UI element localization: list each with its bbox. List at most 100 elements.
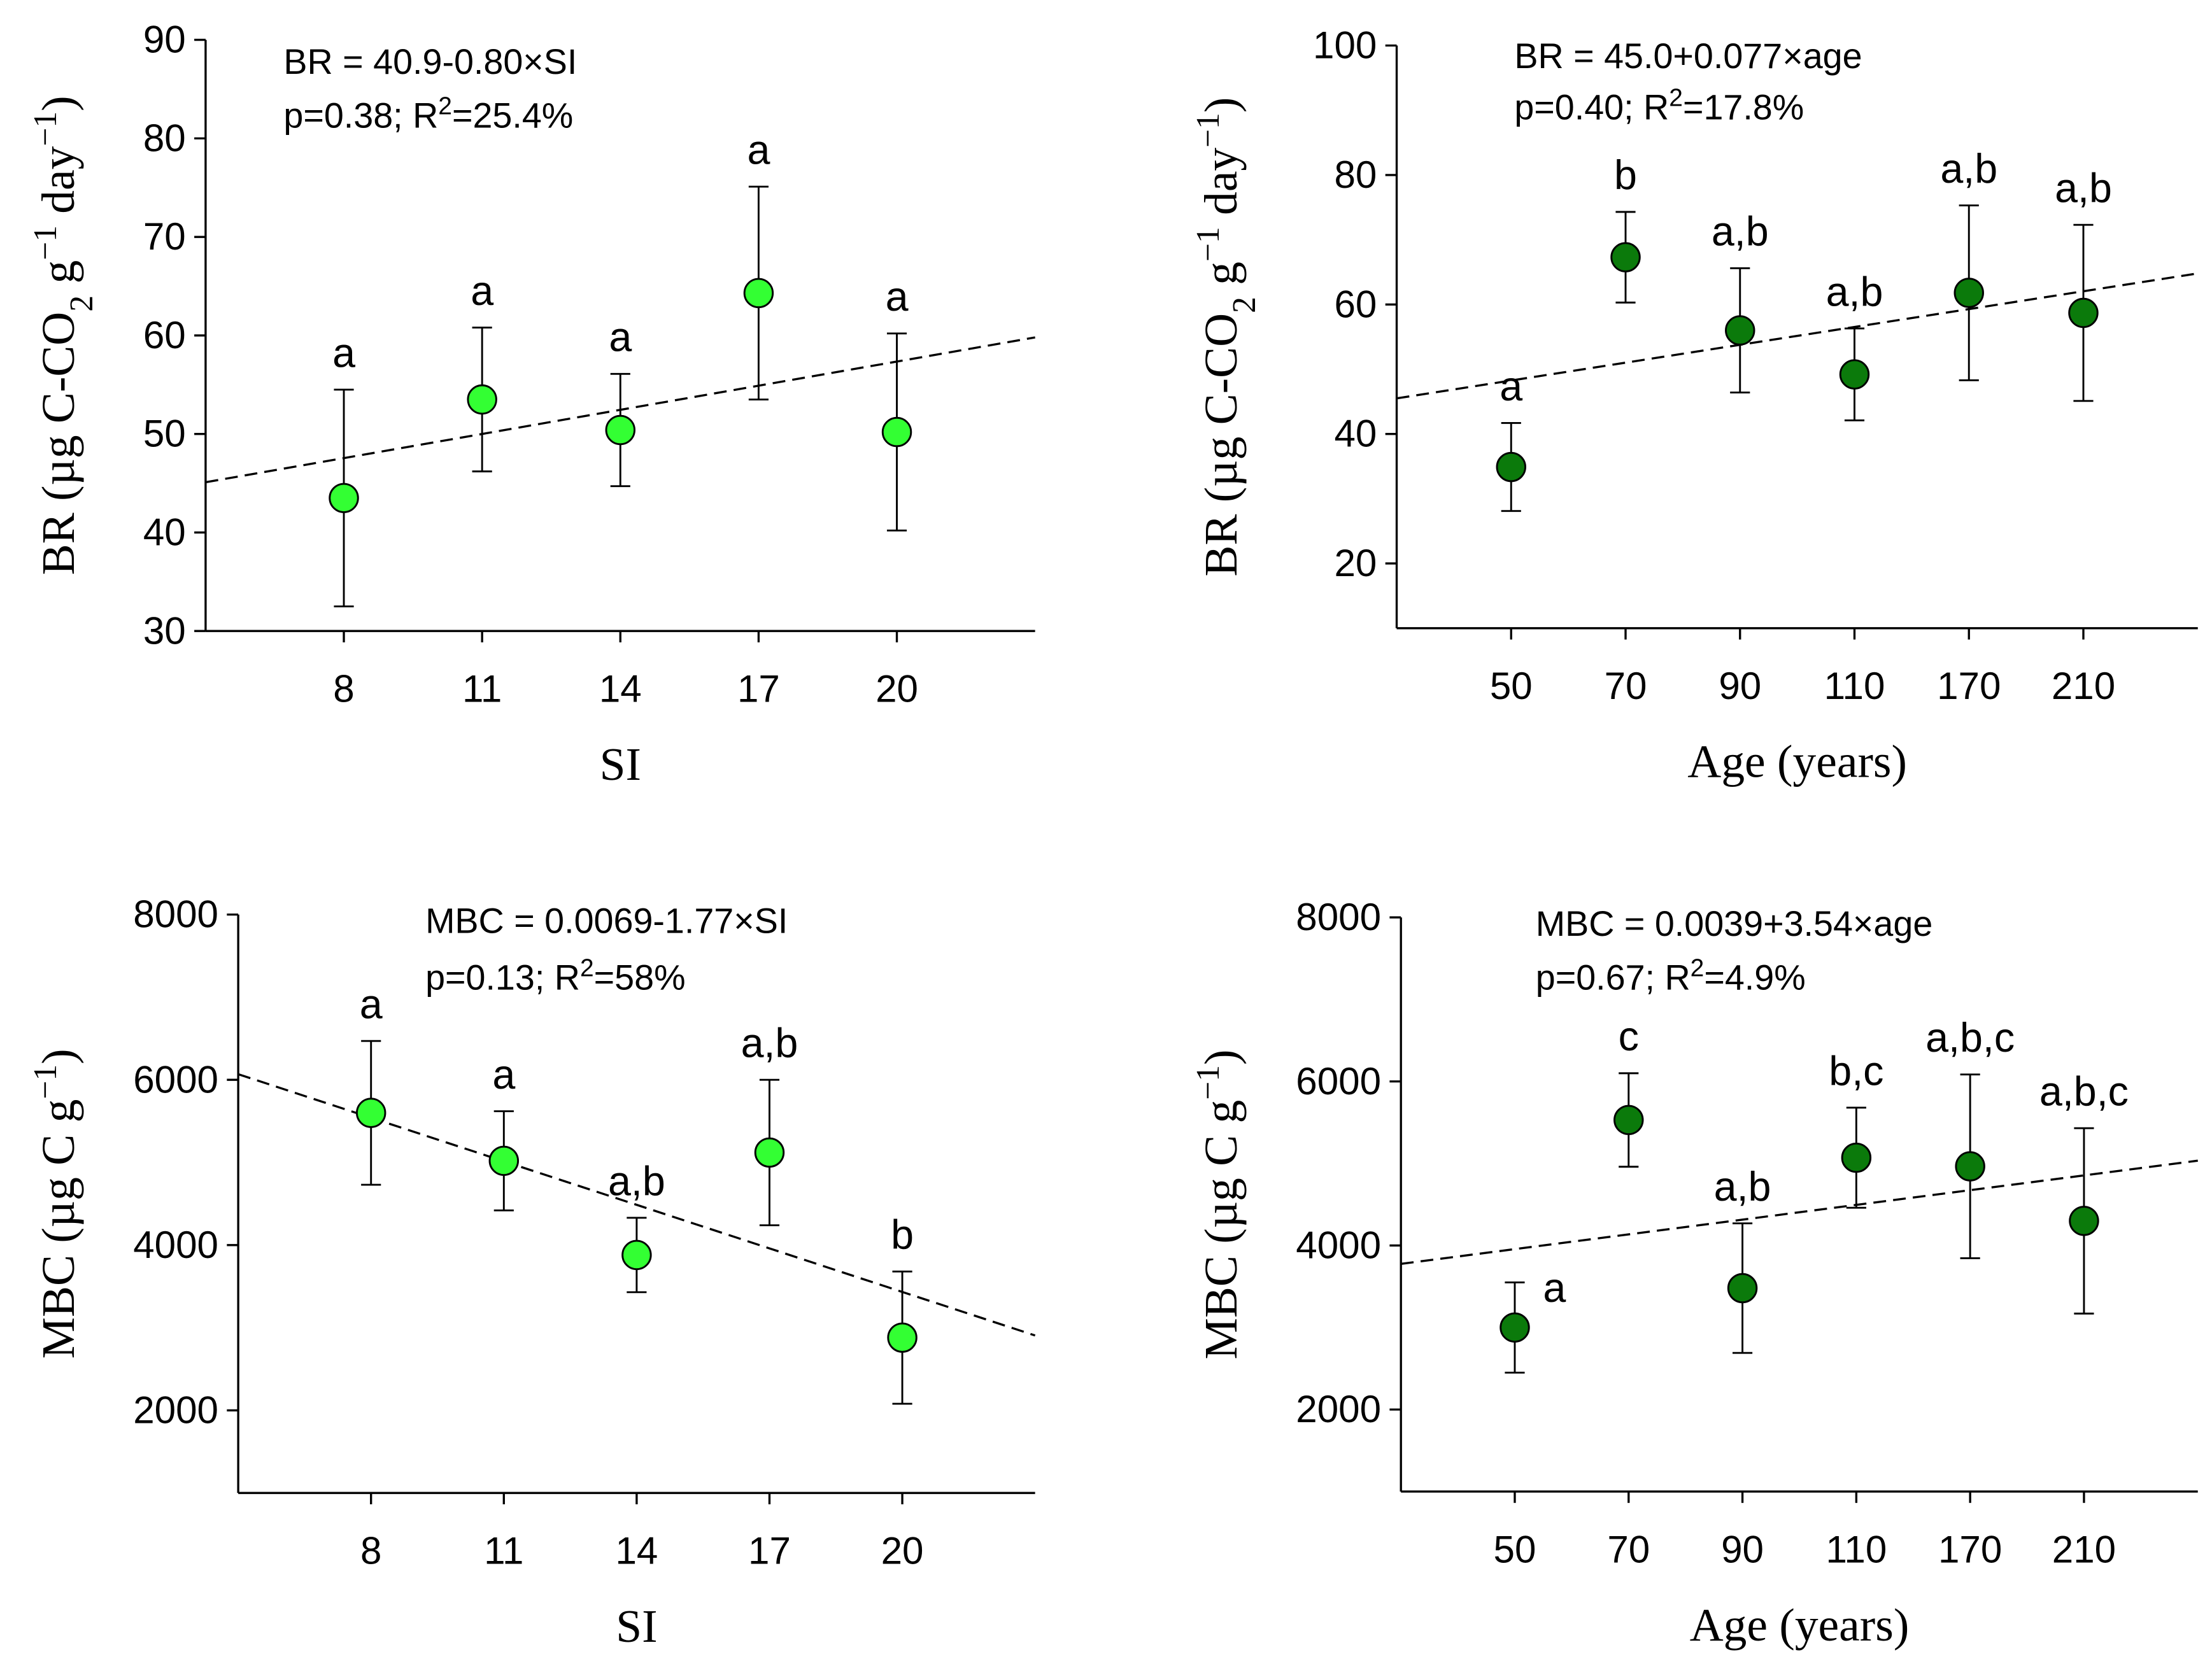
text-piece: ): [1195, 1050, 1247, 1065]
text-piece: =4.9%: [1704, 958, 1805, 998]
group-letter: a: [360, 982, 383, 1027]
equation: BR = 40.9-0.80×SI: [283, 42, 577, 81]
text-piece: ): [32, 95, 84, 111]
text-piece: 2: [63, 295, 99, 312]
group-letter: a,b: [1940, 146, 1997, 192]
text-piece: MBC = 0.0039+3.54×age: [1536, 904, 1933, 943]
point: [1727, 1273, 1758, 1304]
text-piece: =17.8%: [1683, 87, 1804, 127]
y-tick-label: 6000: [133, 1058, 218, 1101]
x-tick-label: 70: [1607, 1528, 1650, 1571]
text-piece: BR (µg C-CO: [1195, 313, 1247, 577]
equation: MBC = 0.0039+3.54×age: [1536, 904, 1933, 943]
equation: MBC = 0.0069-1.77×SI: [425, 901, 788, 941]
trend-line: [1400, 1159, 2198, 1265]
group-letter: a,b,c: [1925, 1015, 2015, 1061]
y-tick-label: 2000: [133, 1388, 218, 1431]
point: [743, 278, 774, 309]
group-letter: a,b: [1712, 209, 1769, 255]
group-letter: a: [609, 314, 632, 360]
point: [621, 1239, 652, 1271]
x-tick-label: 50: [1494, 1528, 1536, 1571]
x-tick-label: 11: [462, 668, 502, 710]
x-tick-label: 210: [2052, 665, 2115, 707]
y-axis-label: BR (µg C-CO2 g−1 day−1): [27, 95, 99, 575]
y-tick-label: 8000: [133, 893, 218, 936]
text-piece: p=0.40; R: [1514, 87, 1669, 127]
y-tick-label: 40: [1334, 413, 1377, 455]
panel: 2000 4000 6000 8000 8 11 14 17 20 SI MBC (µg C g−1…: [27, 893, 1036, 1652]
group-letter: a,b: [2055, 166, 2112, 211]
text-piece: −1: [1189, 113, 1226, 148]
group-letter: a: [492, 1052, 515, 1098]
group-letter: a: [471, 268, 493, 314]
group-letter: a: [1543, 1265, 1566, 1311]
group-letter: a: [1499, 364, 1522, 409]
x-tick-label: 17: [737, 668, 780, 710]
x-tick-label: 20: [876, 668, 918, 710]
text-piece: p=0.67; R: [1536, 958, 1691, 998]
y-tick-label: 40: [143, 511, 186, 554]
group-letter: a,b,c: [2039, 1069, 2129, 1115]
text-piece: −1: [1189, 1065, 1226, 1100]
x-tick-label: 11: [484, 1530, 523, 1572]
group-letter: b,c: [1829, 1048, 1883, 1094]
text-piece: −1: [1189, 227, 1226, 262]
x-tick-label: 170: [1937, 665, 2001, 707]
text-piece: p=0.38; R: [283, 96, 438, 136]
x-axis-label: SI: [616, 1600, 657, 1652]
equation: p=0.40; R2=17.8%: [1514, 84, 1804, 127]
point: [605, 414, 635, 446]
text-piece: ): [32, 1048, 84, 1064]
point: [355, 1098, 386, 1128]
y-tick-label: 2000: [1296, 1388, 1381, 1430]
group-letter: a: [886, 274, 909, 320]
equation: p=0.38; R2=25.4%: [283, 92, 573, 136]
point: [2069, 1206, 2099, 1236]
y-tick-label: 50: [143, 413, 186, 455]
point: [754, 1137, 785, 1168]
point: [1725, 315, 1755, 346]
text-piece: BR (µg C-CO: [32, 312, 84, 575]
y-axis-label: BR (µg C-CO2 g−1 day−1): [1189, 97, 1262, 577]
point: [1841, 1142, 1872, 1173]
group-letter: a,b: [1826, 269, 1883, 314]
y-tick-label: 4000: [133, 1224, 218, 1266]
group-letter: a,b: [741, 1020, 798, 1066]
text-piece: day: [32, 146, 84, 225]
point: [1610, 242, 1641, 272]
point: [887, 1322, 918, 1353]
point: [881, 416, 912, 448]
point: [1499, 1312, 1530, 1343]
group-letter: a,b: [1714, 1164, 1771, 1210]
y-tick-label: 80: [143, 116, 186, 159]
x-tick-label: 90: [1721, 1528, 1764, 1571]
text-piece: 2: [438, 92, 452, 120]
text-piece: 2: [1226, 297, 1262, 313]
x-tick-label: 14: [599, 668, 642, 710]
point: [488, 1145, 520, 1176]
y-axis-label: MBC (µg C g−1): [1189, 1050, 1247, 1360]
x-axis-label: SI: [600, 738, 641, 790]
x-axis-label: Age (years): [1690, 1599, 1910, 1651]
text-piece: MBC = 0.0069-1.77×SI: [425, 901, 788, 941]
y-tick-label: 90: [143, 18, 186, 61]
y-tick-label: 20: [1334, 542, 1377, 584]
group-letter: b: [1614, 152, 1637, 198]
text-piece: ): [1195, 97, 1247, 113]
group-letter: c: [1619, 1013, 1639, 1059]
text-piece: −1: [27, 111, 63, 146]
x-tick-label: 17: [748, 1530, 791, 1572]
text-piece: p=0.13; R: [425, 958, 580, 998]
y-tick-label: 70: [143, 215, 186, 258]
text-piece: 2: [1669, 84, 1683, 111]
text-piece: BR = 45.0+0.077×age: [1514, 36, 1862, 76]
group-letter: a,b: [608, 1158, 665, 1204]
text-piece: 2: [580, 954, 594, 982]
point: [329, 483, 359, 514]
group-letter: a: [747, 127, 770, 173]
y-tick-label: 80: [1334, 153, 1377, 196]
point: [1839, 359, 1870, 390]
